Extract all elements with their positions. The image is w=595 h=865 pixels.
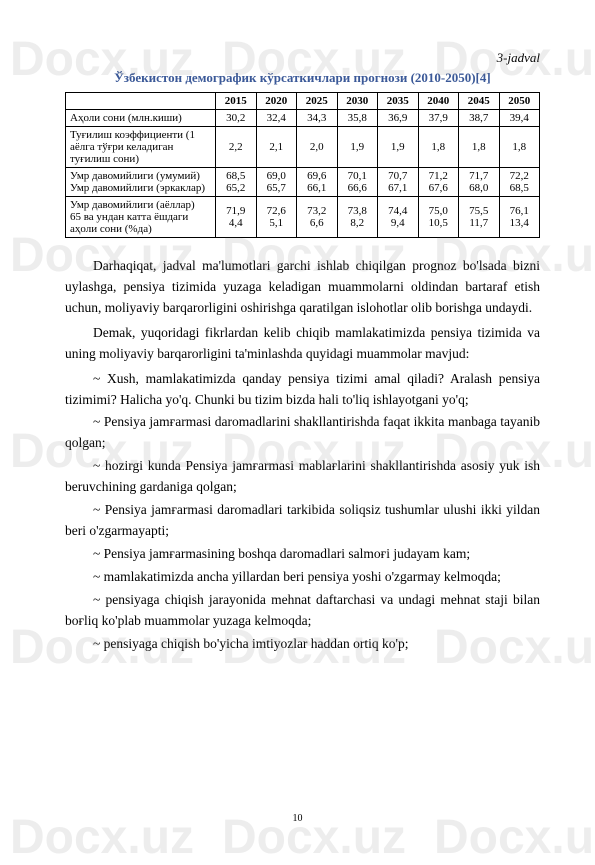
table-cell: 68,565,2 — [216, 168, 257, 197]
table-cell: 72,65,1 — [256, 197, 297, 238]
paragraph-2: Demak, yuqoridagi fikrlardan kelib chiqi… — [65, 323, 540, 365]
table-title: Ўзбекистон демографик кўрсаткичлари прог… — [65, 70, 540, 86]
table-cell: 71,94,4 — [216, 197, 257, 238]
list-item: ~ Pensiya jamғarmasi daromadlarini shakl… — [65, 412, 540, 454]
data-table: 20152020202520302035204020452050 Аҳоли с… — [65, 92, 540, 238]
table-cell: 30,2 — [216, 110, 257, 127]
table-cell: 75,511,7 — [459, 197, 500, 238]
list-item: ~ mamlakatimizda ancha yillardan beri pe… — [65, 567, 540, 588]
table-cell: Умр давомийлиги (аёллар)65 ва ундан катт… — [66, 197, 216, 238]
table-header: 2045 — [459, 93, 500, 110]
table-cell: 2,1 — [256, 127, 297, 168]
table-cell: Умр давомийлиги (умумий)Умр давомийлиги … — [66, 168, 216, 197]
table-caption: 3-jadval — [65, 50, 540, 66]
table-cell: 76,113,4 — [499, 197, 540, 238]
table-cell: 36,9 — [378, 110, 419, 127]
table-cell: 70,767,1 — [378, 168, 419, 197]
table-cell: 1,8 — [459, 127, 500, 168]
table-cell: Туғилиш коэффициенти (1 аёлга тўғри кела… — [66, 127, 216, 168]
table-cell: 32,4 — [256, 110, 297, 127]
table-cell: 72,268,5 — [499, 168, 540, 197]
table-cell: 73,26,6 — [297, 197, 338, 238]
table-header: 2035 — [378, 93, 419, 110]
table-header: 2030 — [337, 93, 378, 110]
table-header: 2040 — [418, 93, 459, 110]
table-row: Туғилиш коэффициенти (1 аёлга тўғри кела… — [66, 127, 540, 168]
list-item: ~ Xush, mamlakatimizda qanday pensiya ti… — [65, 369, 540, 411]
list-item: ~ pensiyaga chiqish jarayonida mehnat da… — [65, 590, 540, 632]
paragraph-1: Darhaqiqat, jadval ma'lumotlari garchi i… — [65, 256, 540, 319]
table-cell: 1,8 — [418, 127, 459, 168]
table-cell: 34,3 — [297, 110, 338, 127]
table-cell: 70,166,6 — [337, 168, 378, 197]
list-item: ~ Pensiya jamғarmasi daromadlari tarkibi… — [65, 500, 540, 542]
table-row: Умр давомийлиги (аёллар)65 ва ундан катт… — [66, 197, 540, 238]
table-cell: 1,8 — [499, 127, 540, 168]
table-cell: 75,010,5 — [418, 197, 459, 238]
table-header: 2025 — [297, 93, 338, 110]
table-cell: 69,666,1 — [297, 168, 338, 197]
table-cell: 1,9 — [337, 127, 378, 168]
table-header: 2050 — [499, 93, 540, 110]
table-cell: 71,768,0 — [459, 168, 500, 197]
table-cell: 73,88,2 — [337, 197, 378, 238]
table-header: 2020 — [256, 93, 297, 110]
list-item: ~ pensiyaga chiqish bo'yicha imtiyozlar … — [65, 634, 540, 655]
table-cell: 39,4 — [499, 110, 540, 127]
table-cell: 1,9 — [378, 127, 419, 168]
table-cell: 69,065,7 — [256, 168, 297, 197]
list-item: ~ Pensiya jamғarmasining boshqa daromadl… — [65, 544, 540, 565]
table-cell: 2,2 — [216, 127, 257, 168]
table-cell: Аҳоли сони (млн.киши) — [66, 110, 216, 127]
table-cell: 35,8 — [337, 110, 378, 127]
page-number: 10 — [0, 813, 595, 824]
table-cell: 71,267,6 — [418, 168, 459, 197]
list-item: ~ hozirgi kunda Pensiya jamғarmasi mabla… — [65, 456, 540, 498]
table-cell: 38,7 — [459, 110, 500, 127]
table-header — [66, 93, 216, 110]
table-row: Аҳоли сони (млн.киши)30,232,434,335,836,… — [66, 110, 540, 127]
table-cell: 37,9 — [418, 110, 459, 127]
table-cell: 2,0 — [297, 127, 338, 168]
table-header: 2015 — [216, 93, 257, 110]
table-row: Умр давомийлиги (умумий)Умр давомийлиги … — [66, 168, 540, 197]
table-cell: 74,49,4 — [378, 197, 419, 238]
